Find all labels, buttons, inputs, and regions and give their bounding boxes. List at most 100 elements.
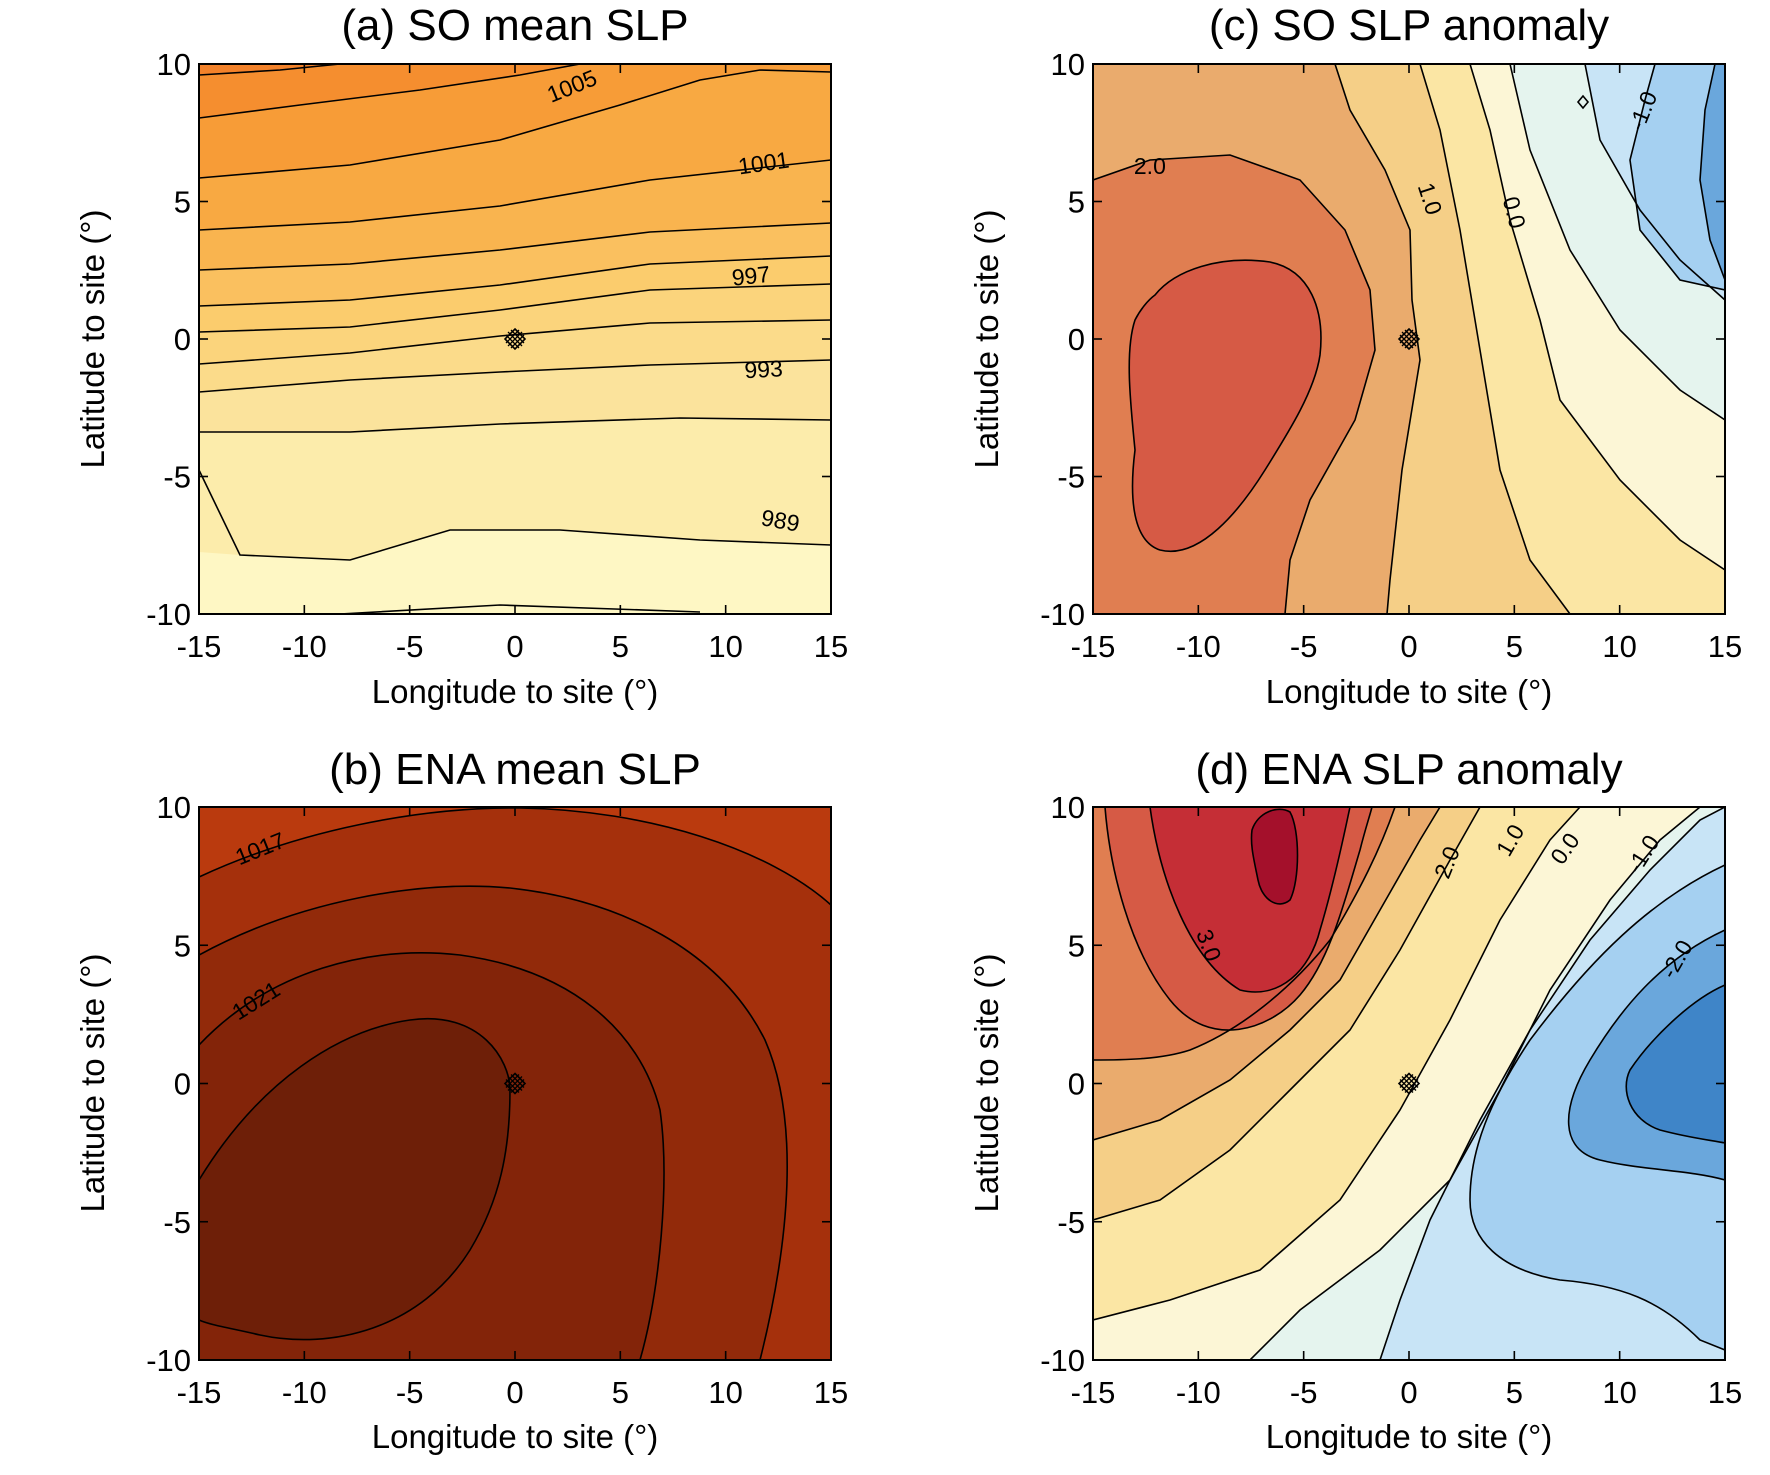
panel-d-contour-lines (1093, 807, 1725, 1360)
panel-b-site-marker (503, 1072, 527, 1095)
x-tick-label: -10 (1176, 629, 1221, 664)
panel-d-site-marker (1397, 1072, 1421, 1095)
y-tick-label: -10 (146, 597, 191, 632)
y-tick-label: 0 (174, 1067, 191, 1102)
site-marker-cross (1399, 329, 1419, 349)
contour-label-text: 997 (731, 261, 772, 291)
x-tick-label: 5 (1506, 1375, 1523, 1410)
panel-c-contour-lines (1093, 64, 1725, 614)
panel-a-title: (a) SO mean SLP (341, 1, 688, 50)
site-marker-icon (503, 1072, 527, 1095)
y-tick-label: 10 (157, 47, 191, 82)
panel-a-yticks: 10 5 0 -5 -10 (146, 47, 831, 632)
panel-b-xticks: -15 -10 -5 0 5 10 15 (177, 807, 848, 1410)
x-tick-label: -10 (1176, 1375, 1221, 1410)
y-tick-label: -5 (163, 460, 191, 495)
contour-label: 2.0 (1134, 153, 1166, 179)
panel-b-title: (b) ENA mean SLP (329, 745, 701, 794)
x-tick-label: 10 (1602, 629, 1636, 664)
x-tick-label: 10 (708, 629, 742, 664)
panel-a: (a) SO mean SLP -15 -10 -5 0 5 10 15 1050-5-10… (74, 1, 848, 710)
y-tick-label: -10 (1040, 597, 1085, 632)
y-tick-label: -5 (1057, 460, 1085, 495)
site-marker-diamond (503, 1072, 527, 1095)
panel-c-ylabel: Latitude to site (°) (968, 210, 1005, 469)
site-marker-icon (1397, 327, 1421, 351)
contour-label-text: 2.0 (1134, 153, 1166, 179)
y-tick-label: 5 (174, 928, 191, 963)
contour-label: 997 (731, 261, 772, 291)
x-tick-label: 15 (814, 629, 848, 664)
y-tick-label: 5 (1068, 928, 1085, 963)
x-tick-label: 0 (506, 629, 523, 664)
x-tick-label: 0 (506, 1375, 523, 1410)
panel-a-xlabel: Longitude to site (°) (372, 673, 659, 710)
site-marker-icon (1397, 1072, 1421, 1095)
y-tick-label: -10 (146, 1343, 191, 1378)
x-tick-label: -5 (396, 629, 424, 664)
x-tick-label: -5 (1290, 1375, 1318, 1410)
site-marker-diamond (1397, 1072, 1421, 1095)
x-tick-label: 10 (1602, 1375, 1636, 1410)
y-tick-label: -10 (1040, 1343, 1085, 1378)
x-tick-label: -15 (1071, 629, 1116, 664)
site-marker-icon (503, 327, 527, 351)
y-tick-label: -5 (163, 1205, 191, 1240)
y-tick-label: 5 (174, 185, 191, 220)
panel-c-xlabel: Longitude to site (°) (1266, 673, 1553, 710)
panel-d: (d) ENA SLP anomaly -15 -10 -5 0 5 10 15 1050-… (968, 745, 1742, 1455)
x-tick-label: -15 (177, 1375, 222, 1410)
site-marker-cross (505, 329, 525, 349)
panel-a-contour-fill (199, 64, 831, 614)
panel-d-title: (d) ENA SLP anomaly (1195, 745, 1622, 794)
x-tick-label: 15 (1708, 1375, 1742, 1410)
x-tick-label: -15 (1071, 1375, 1116, 1410)
panel-b-yticks: 10 5 0 -5 -10 (146, 790, 831, 1378)
site-marker-diamond (1397, 327, 1421, 351)
x-tick-label: -15 (177, 629, 222, 664)
y-tick-label: 10 (157, 790, 191, 825)
panel-a-xticks: -15 -10 -5 0 5 10 15 (177, 64, 848, 664)
panel-c-contour-fill (1093, 64, 1725, 614)
site-marker-diamond (503, 327, 527, 351)
x-tick-label: 5 (612, 1375, 629, 1410)
panel-c-title: (c) SO SLP anomaly (1209, 1, 1609, 50)
panel-c-site-marker (1397, 327, 1421, 351)
panel-c-xticks: -15 -10 -5 0 5 10 15 (1071, 64, 1742, 664)
panel-a-contour-lines (199, 64, 831, 614)
x-tick-label: -10 (282, 1375, 327, 1410)
site-marker-cross (505, 1074, 525, 1093)
panel-d-contour-fill (1093, 807, 1725, 1360)
y-tick-label: 10 (1051, 47, 1085, 82)
contour-label-text: 993 (744, 355, 784, 383)
panel-c: (c) SO SLP anomaly -15 -10 -5 0 5 10 15 1050-5… (968, 1, 1742, 710)
x-tick-label: 15 (814, 1375, 848, 1410)
y-tick-label: 0 (1068, 1067, 1085, 1102)
y-tick-label: 5 (1068, 185, 1085, 220)
y-tick-label: 10 (1051, 790, 1085, 825)
panel-d-xlabel: Longitude to site (°) (1266, 1418, 1553, 1455)
panel-c-yticks: 10 5 0 -5 -10 (1040, 47, 1725, 632)
y-tick-label: 0 (174, 322, 191, 357)
y-tick-label: 0 (1068, 322, 1085, 357)
panel-d-xticks: -15 -10 -5 0 5 10 15 (1071, 807, 1742, 1410)
x-tick-label: 0 (1400, 629, 1417, 664)
x-tick-label: 15 (1708, 629, 1742, 664)
site-marker-cross (1399, 1074, 1419, 1093)
panel-d-ylabel: Latitude to site (°) (968, 954, 1005, 1213)
contour-label: 993 (744, 355, 784, 383)
y-tick-label: -5 (1057, 1205, 1085, 1240)
x-tick-label: -5 (1290, 629, 1318, 664)
panel-b-xlabel: Longitude to site (°) (372, 1418, 659, 1455)
panel-b-ylabel: Latitude to site (°) (74, 954, 111, 1213)
x-tick-label: -5 (396, 1375, 424, 1410)
x-tick-label: 5 (1506, 629, 1523, 664)
panel-d-yticks: 10 5 0 -5 -10 (1040, 790, 1725, 1378)
panel-a-site-marker (503, 327, 527, 351)
panel-a-ylabel: Latitude to site (°) (74, 210, 111, 469)
x-tick-label: 10 (708, 1375, 742, 1410)
x-tick-label: -10 (282, 629, 327, 664)
x-tick-label: 5 (612, 629, 629, 664)
x-tick-label: 0 (1400, 1375, 1417, 1410)
